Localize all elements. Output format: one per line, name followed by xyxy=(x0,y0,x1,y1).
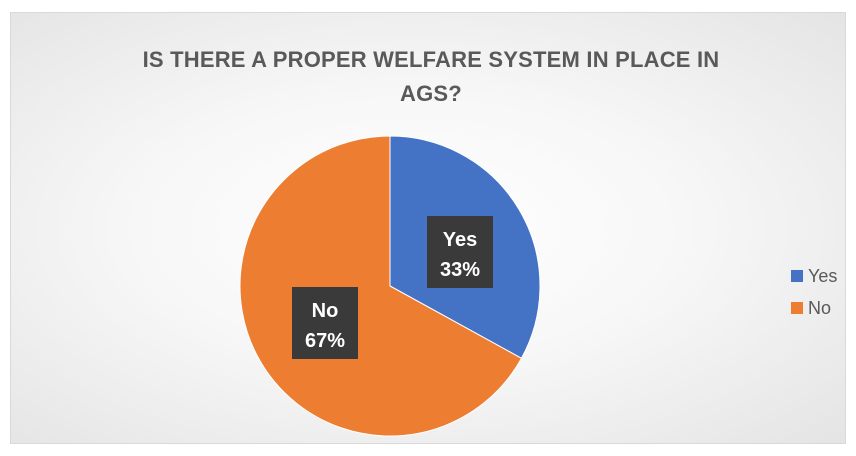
data-label-no: No 67% xyxy=(292,287,358,359)
chart-title: IS THERE A PROPER WELFARE SYSTEM IN PLAC… xyxy=(142,47,720,106)
legend-label-no: No xyxy=(808,297,832,318)
data-label-box xyxy=(292,287,358,359)
data-label-box xyxy=(427,216,493,288)
data-label-percent: 33% xyxy=(440,259,480,281)
legend-label-yes: Yes xyxy=(808,265,838,286)
legend-item-no: No xyxy=(791,295,837,321)
data-label-category: No xyxy=(312,300,339,322)
pie-slice-no xyxy=(239,135,523,437)
legend: Yes No xyxy=(791,263,837,327)
legend-item-yes: Yes xyxy=(791,263,837,289)
data-label-category: Yes xyxy=(443,229,477,251)
legend-swatch-no xyxy=(791,302,803,314)
data-label-percent: 67% xyxy=(305,330,345,352)
legend-swatch-yes xyxy=(791,270,803,282)
data-label-yes: Yes 33% xyxy=(427,216,493,288)
